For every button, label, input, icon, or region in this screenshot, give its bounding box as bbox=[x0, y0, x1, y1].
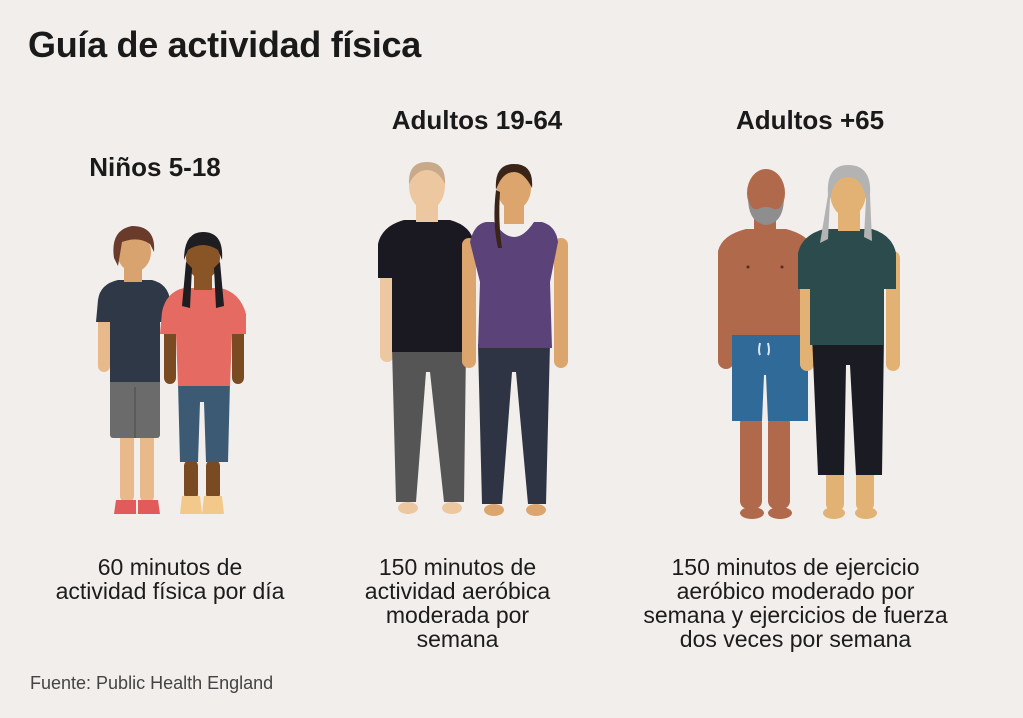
description-older-adults: 150 minutos de ejercicio aeróbico modera… bbox=[643, 554, 948, 652]
group-heading-adults: Adultos 19-64 bbox=[391, 105, 563, 135]
group-heading-children: Niños 5-18 bbox=[89, 152, 221, 182]
girl-figure bbox=[160, 232, 246, 514]
older-adults-illustration bbox=[718, 165, 900, 519]
older-woman-figure bbox=[798, 165, 900, 519]
source-note: Fuente: Public Health England bbox=[30, 673, 274, 693]
group-heading-older-adults: Adultos +65 bbox=[735, 105, 885, 135]
man-figure bbox=[378, 162, 474, 514]
boy-figure bbox=[96, 226, 170, 514]
page-title: Guía de actividad física bbox=[28, 24, 421, 65]
description-adults: 150 minutos de actividad aeróbica modera… bbox=[364, 554, 551, 652]
woman-figure bbox=[462, 164, 568, 516]
adults-illustration bbox=[378, 162, 568, 516]
children-illustration bbox=[96, 226, 246, 514]
older-man-figure bbox=[718, 169, 814, 519]
description-children: 60 minutos de actividad física por día bbox=[55, 554, 285, 604]
